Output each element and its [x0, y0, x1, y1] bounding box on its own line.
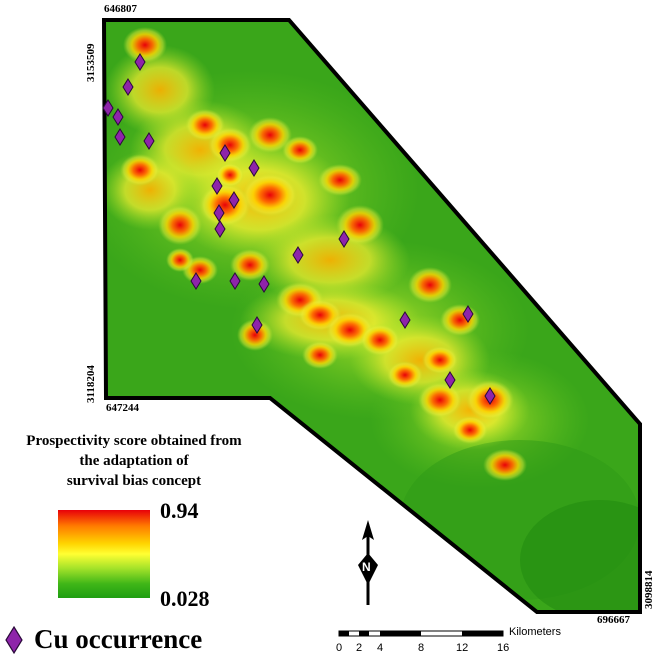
cu-occurrence-marker	[462, 305, 474, 323]
legend-title-line-2: the adaptation of	[79, 453, 189, 469]
cu-occurrence-markers	[102, 53, 496, 405]
cu-occurrence-marker	[213, 204, 225, 222]
scale-bar-unit: Kilometers	[509, 626, 561, 638]
cu-occurrence-marker	[258, 275, 270, 293]
coord-left-bottom-y: 3118204	[85, 365, 97, 403]
cu-occurrence-marker	[292, 246, 304, 264]
coord-top-x: 646807	[104, 3, 137, 15]
cu-occurrence-marker	[229, 272, 241, 290]
cu-occurrence-marker	[444, 371, 456, 389]
north-arrow-icon	[358, 520, 378, 605]
cu-occurrence-marker	[248, 159, 260, 177]
cu-occurrence-marker	[251, 316, 263, 334]
cu-occurrence-marker	[228, 191, 240, 209]
scale-tick-2: 2	[356, 642, 363, 654]
scale-tick-12: 12	[456, 642, 469, 654]
legend-cu-label: Cu occurrence	[34, 624, 203, 654]
cu-occurrence-marker	[338, 230, 350, 248]
cu-occurrence-marker	[190, 272, 202, 290]
legend-title-line-3: survival bias concept	[66, 473, 202, 489]
coord-right-x: 696667	[597, 614, 630, 626]
study-area-boundary	[101, 18, 642, 614]
legend-title-line-1: Prospectivity score obtained from	[26, 433, 242, 449]
cu-occurrence-marker	[134, 53, 146, 71]
cu-occurrence-marker	[112, 108, 124, 126]
legend-cu-symbol-icon	[5, 625, 23, 655]
scale-tick-0: 0	[336, 642, 343, 654]
cu-occurrence-marker	[214, 220, 226, 238]
cu-occurrence-marker	[484, 387, 496, 405]
legend-max-value: 0.94	[160, 498, 199, 523]
cu-occurrence-marker	[211, 177, 223, 195]
coord-right-y: 3098814	[643, 570, 655, 610]
legend-min-value: 0.028	[160, 586, 210, 611]
scale-tick-16: 16	[497, 642, 510, 654]
cu-occurrence-marker	[102, 99, 114, 117]
cu-occurrence-marker	[122, 78, 134, 96]
legend-gradient-bar	[58, 510, 150, 598]
scale-tick-4: 4	[377, 642, 384, 654]
scale-bar	[338, 630, 504, 637]
cu-occurrence-marker	[143, 132, 155, 150]
scale-tick-8: 8	[418, 642, 425, 654]
coord-bottom-x: 647244	[106, 402, 139, 414]
north-label: N	[362, 560, 371, 574]
legend-title: Prospectivity score obtained from the ad…	[0, 431, 268, 491]
coord-left-top-y: 3153509	[85, 43, 97, 83]
cu-occurrence-marker	[399, 311, 411, 329]
cu-occurrence-marker	[219, 144, 231, 162]
cu-occurrence-marker	[114, 128, 126, 146]
